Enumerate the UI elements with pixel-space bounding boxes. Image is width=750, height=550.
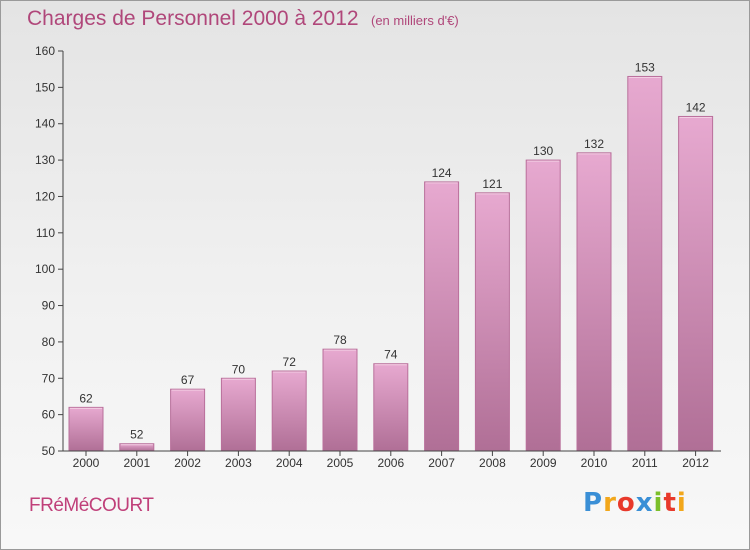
brand-letter: t (663, 488, 677, 518)
brand-letter: i (653, 488, 664, 518)
bar (170, 388, 206, 452)
bar (474, 192, 510, 452)
data-label: 74 (384, 348, 398, 362)
y-tick-label: 150 (35, 80, 55, 94)
data-label: 62 (79, 391, 93, 405)
bar (424, 181, 460, 452)
data-label: 142 (686, 100, 706, 114)
bar (627, 75, 663, 452)
x-tick-label: 2012 (682, 456, 709, 470)
brand-letter: i (676, 488, 687, 518)
y-tick-label: 70 (42, 371, 56, 385)
bar (322, 348, 358, 452)
y-tick-label: 80 (42, 335, 56, 349)
brand-letter: P (583, 488, 604, 518)
x-tick-label: 2007 (428, 456, 455, 470)
y-tick-label: 90 (42, 299, 56, 313)
y-tick-label: 110 (36, 226, 55, 240)
x-tick-label: 2008 (479, 456, 506, 470)
data-label: 132 (584, 137, 604, 151)
bar (576, 152, 612, 452)
bar (373, 363, 409, 452)
x-tick-label: 2010 (581, 456, 608, 470)
data-label: 130 (533, 144, 553, 158)
data-label: 124 (432, 166, 452, 180)
x-tick-label: 2004 (276, 456, 303, 470)
y-tick-label: 120 (35, 189, 55, 203)
bar (678, 115, 714, 452)
x-tick-label: 2003 (225, 456, 252, 470)
brand-letter: o (616, 488, 636, 518)
data-label: 67 (181, 373, 195, 387)
x-tick-label: 2005 (327, 456, 354, 470)
bar (525, 159, 561, 452)
y-tick-label: 140 (35, 117, 55, 131)
chart-title: Charges de Personnel 2000 à 2012 (27, 7, 359, 30)
data-label: 153 (635, 60, 655, 74)
y-tick-label: 100 (35, 262, 55, 276)
x-tick-label: 2002 (174, 456, 201, 470)
y-tick-label: 60 (42, 408, 56, 422)
bar (271, 370, 307, 452)
y-tick-label: 50 (42, 444, 56, 458)
commune-name: FRéMéCOURT (29, 495, 154, 516)
bar (220, 377, 256, 452)
brand-logo: Proxiti (583, 488, 687, 518)
x-tick-label: 2011 (632, 456, 658, 470)
x-tick-label: 2001 (123, 456, 150, 470)
y-tick-label: 130 (35, 153, 55, 167)
brand-letter: r (603, 488, 617, 518)
data-label: 52 (130, 428, 144, 442)
x-tick-label: 2006 (377, 456, 404, 470)
data-label: 78 (333, 333, 347, 347)
x-tick-label: 2009 (530, 456, 557, 470)
y-tick-label: 160 (35, 44, 55, 58)
x-tick-label: 2000 (73, 456, 100, 470)
brand-letter: x (635, 488, 654, 518)
bar (68, 406, 104, 452)
data-label: 121 (482, 177, 502, 191)
data-label: 72 (283, 355, 297, 369)
data-label: 70 (232, 362, 246, 376)
chart-subtitle: (en milliers d'€) (371, 13, 459, 28)
